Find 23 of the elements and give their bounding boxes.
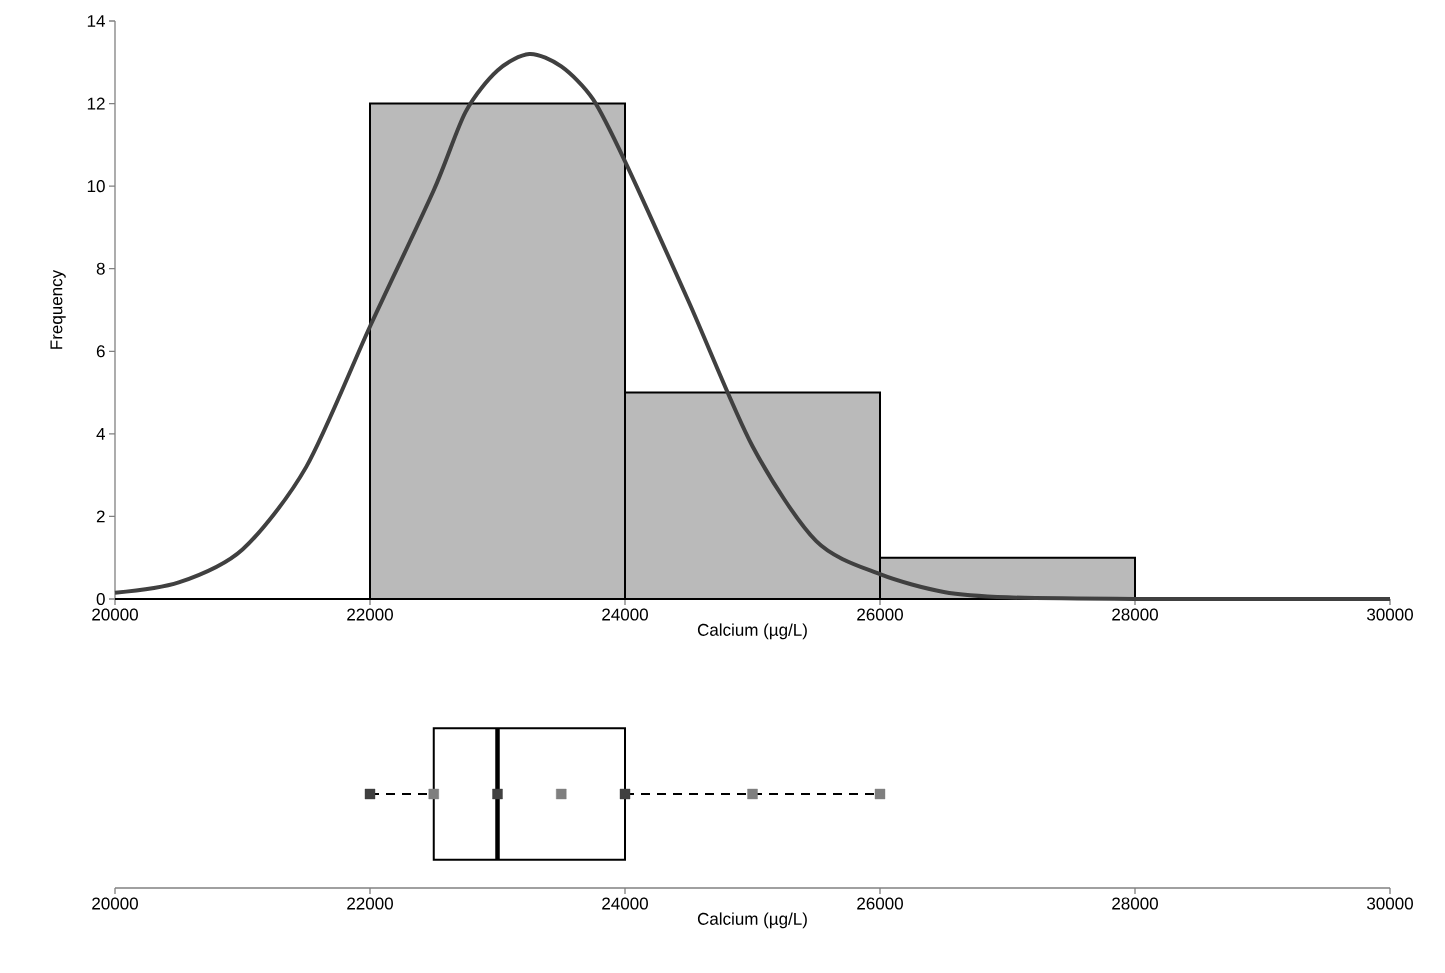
x-tick-label: 20000 (92, 608, 138, 621)
x-tick-label: 24000 (602, 897, 648, 910)
x-tick-label: 30000 (1367, 608, 1413, 621)
y-tick-label: 10 (87, 180, 105, 193)
y-tick-label: 2 (96, 510, 105, 523)
x-axis-title: Calcium (µg/L) (697, 623, 807, 640)
y-tick-label: 4 (96, 428, 105, 440)
x-tick-label: 22000 (347, 897, 393, 910)
y-tick-label: 6 (96, 345, 105, 358)
x-tick-label: 28000 (1112, 608, 1158, 621)
x-tick-label: 24000 (602, 608, 648, 621)
x-tick-label: 30000 (1367, 897, 1413, 910)
y-tick-label: 14 (87, 15, 105, 27)
y-axis-title: Frequency (50, 269, 66, 349)
y-tick-label: 8 (96, 262, 105, 275)
x-tick-label: 20000 (92, 897, 138, 910)
x-tick-label: 22000 (347, 608, 393, 621)
x-tick-label: 28000 (1112, 897, 1158, 910)
x-axis-title: Calcium (µg/L) (697, 912, 807, 929)
y-tick-label: 0 (96, 592, 105, 606)
x-tick-label: 26000 (857, 608, 903, 621)
y-tick-label: 12 (87, 97, 105, 110)
x-tick-label: 26000 (857, 897, 903, 910)
